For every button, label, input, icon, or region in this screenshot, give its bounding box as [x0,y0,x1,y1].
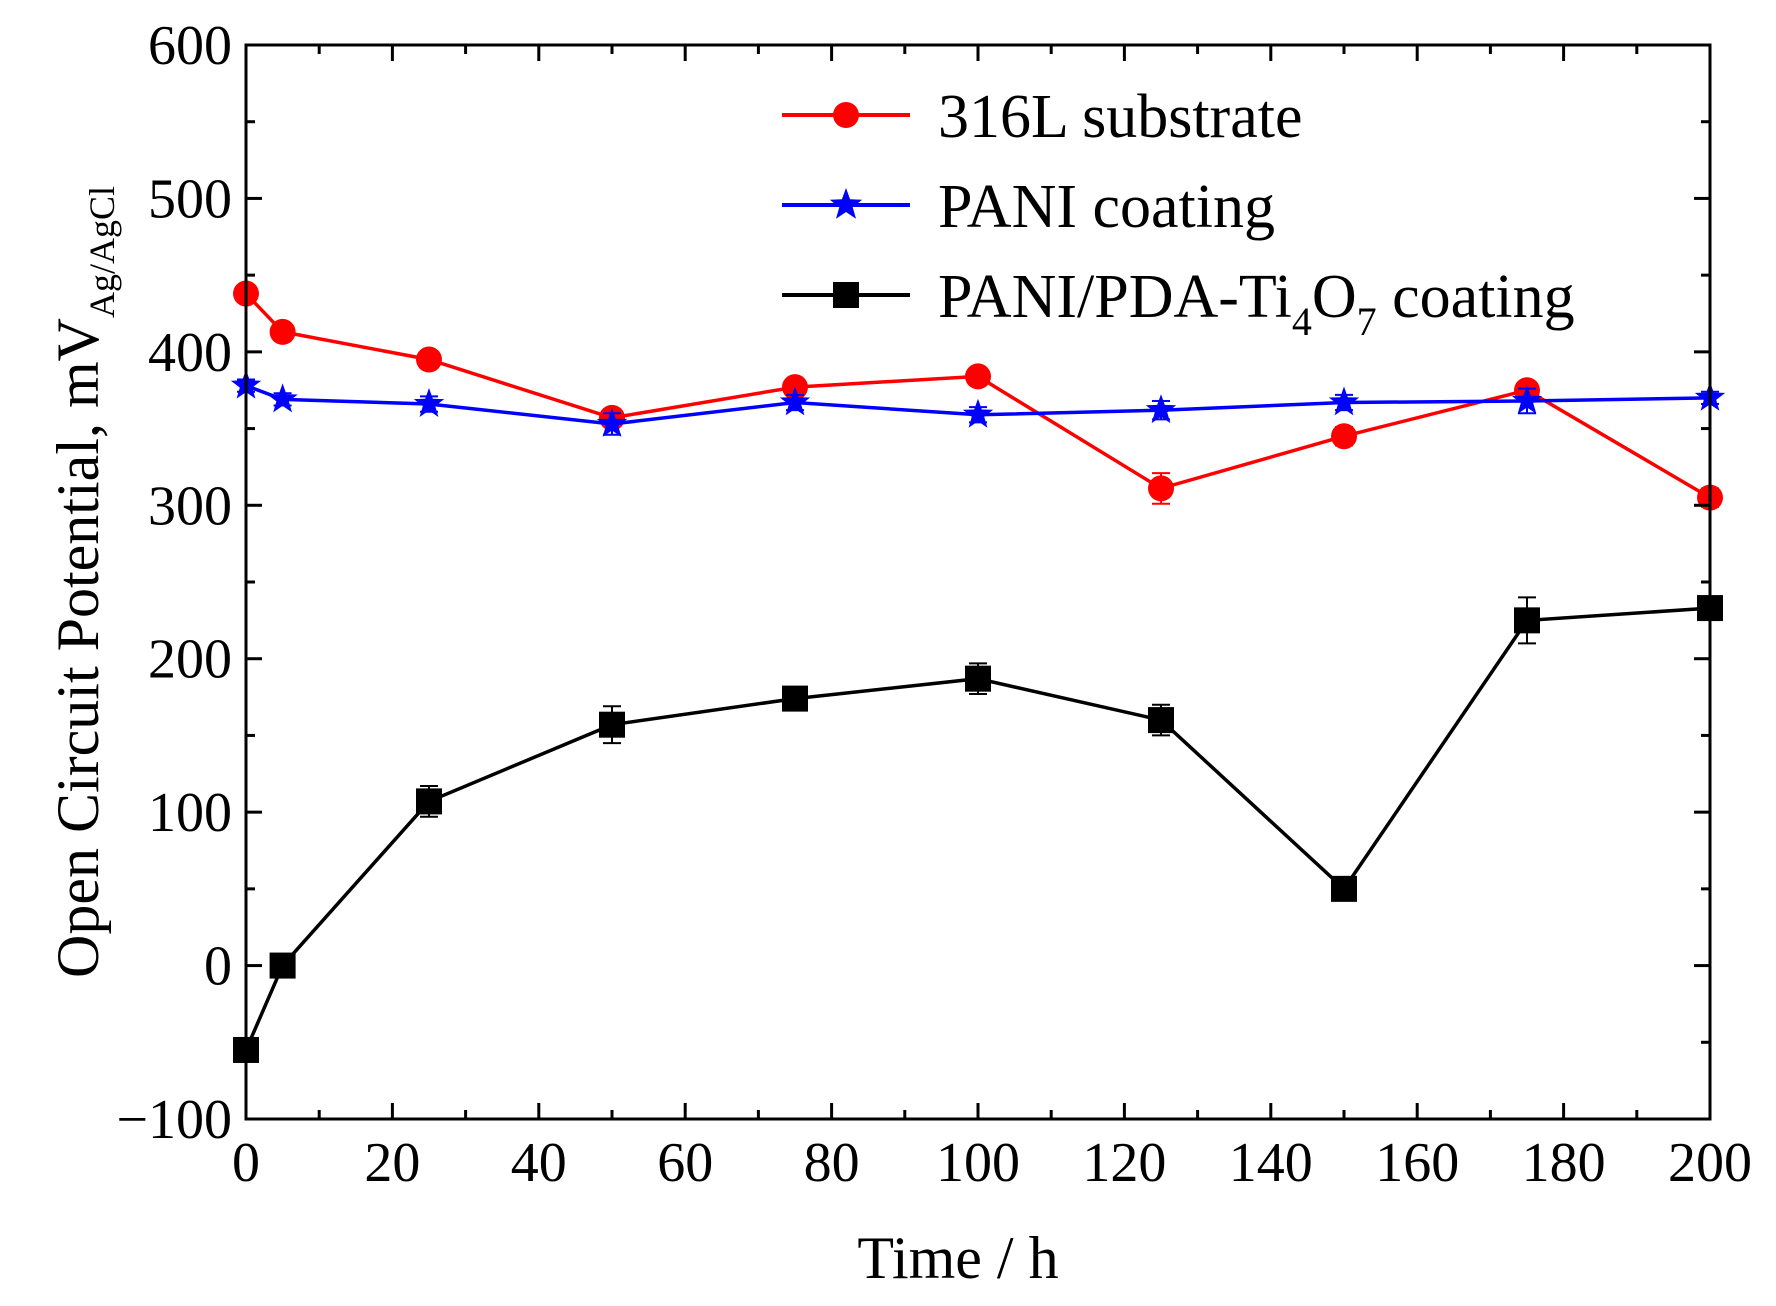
data-point [596,408,628,437]
series-line [244,606,1711,1051]
legend-label-pani-pda: PANI/PDA-Ti4O7 coating [938,263,1575,344]
y-tick-label: 100 [148,782,232,844]
legend-label-pani-pda-mid: O [1312,263,1357,331]
data-point [1511,385,1543,414]
y-tick-label: 0 [204,936,232,998]
y-tick-label: 500 [148,168,232,230]
series-2 [233,595,1723,1063]
x-tick-label: 120 [1082,1132,1166,1194]
y-tick-label: −100 [116,1089,232,1151]
data-point [269,318,296,345]
data-point [416,788,442,815]
y-tick-label: 600 [148,15,232,77]
legend-label-pani-pda-sub1: 4 [1292,299,1312,344]
data-point [269,952,296,979]
data-point [779,386,811,416]
data-point [1328,386,1360,416]
legend-label-316l: 316L substrate [938,83,1302,151]
legend-marker-pani-pda [833,282,859,308]
x-tick-label: 20 [364,1132,420,1194]
x-tick-label: 80 [804,1132,860,1194]
x-tick-label: 0 [232,1132,260,1194]
legend: 316L substrate PANI coating PANI/PDA-Ti4… [782,83,1575,344]
legend-marker-316l [833,102,859,128]
x-tick-label: 200 [1668,1132,1752,1194]
series-layer [230,280,1726,1063]
x-tick-label: 140 [1229,1132,1313,1194]
x-tick-label: 60 [657,1132,713,1194]
x-axis-title: Time / h [857,1225,1058,1291]
data-point [1145,394,1177,424]
legend-label-pani-pda-sub2: 7 [1357,299,1377,344]
legend-label-pani: PANI coating [938,173,1275,241]
data-point [965,665,991,692]
y-tick-label: 400 [148,322,232,384]
data-point [1331,423,1357,450]
y-tick-label: 200 [148,629,232,691]
data-point [267,383,298,413]
y-axis-title-main: Open Circuit Potential, mV [45,318,111,978]
series-line [245,383,1711,426]
data-point [1331,875,1357,902]
x-tick-label: 180 [1522,1132,1606,1194]
series-line [244,292,1711,500]
data-point [965,363,991,390]
x-tick-label: 160 [1375,1132,1459,1194]
data-point [962,398,994,428]
y-axis-title: Open Circuit Potential, mVAg/AgCl [45,186,122,978]
data-point [1148,707,1174,734]
y-tick-label: 300 [148,475,232,537]
data-point [782,685,808,712]
legend-label-pani-pda-tail: coating [1377,263,1575,331]
x-tick-label: 40 [511,1132,567,1194]
data-point [413,388,445,417]
data-point [1148,475,1174,502]
legend-marker-pani [829,188,863,219]
data-point [1514,607,1540,634]
y-axis-title-subscript: Ag/AgCl [82,186,122,318]
data-point [416,346,442,373]
tick-layer: 0 20 40 60 80 100 120 140 160 180 200−100010020030… [116,15,1752,1194]
data-point [599,711,625,738]
legend-label-pani-pda-main: PANI/PDA-Ti [938,263,1292,331]
x-tick-label: 100 [936,1132,1020,1194]
